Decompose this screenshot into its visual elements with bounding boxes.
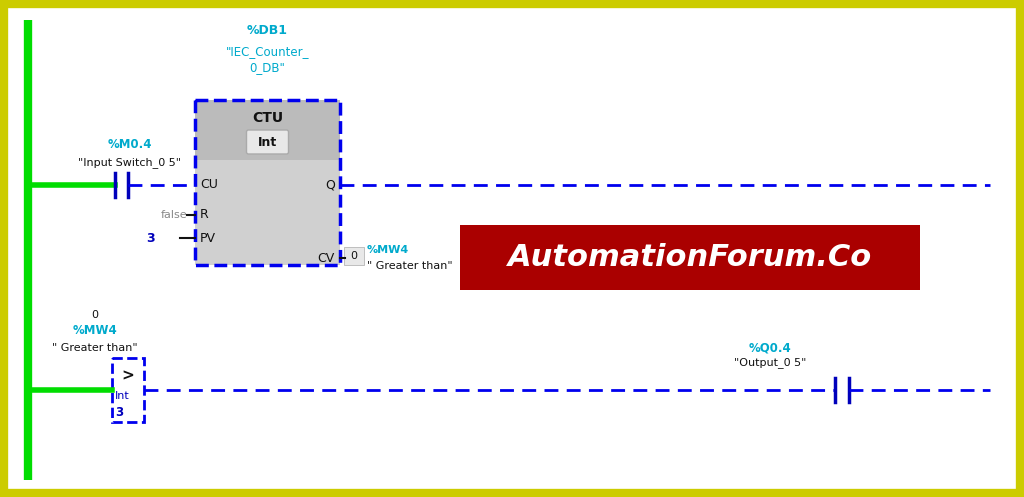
Text: CV: CV <box>317 251 335 264</box>
Text: %M0.4: %M0.4 <box>108 139 153 152</box>
Text: "Output_0 5": "Output_0 5" <box>734 357 806 368</box>
FancyBboxPatch shape <box>247 130 289 154</box>
Text: 0_DB": 0_DB" <box>250 62 286 75</box>
FancyBboxPatch shape <box>344 247 364 265</box>
Text: Int: Int <box>258 136 278 149</box>
Text: AutomationForum.Co: AutomationForum.Co <box>508 243 872 272</box>
Text: PV: PV <box>200 232 216 245</box>
Text: "IEC_Counter_: "IEC_Counter_ <box>225 46 309 59</box>
Text: "Input Switch_0 5": "Input Switch_0 5" <box>79 158 181 168</box>
Text: false: false <box>161 210 187 220</box>
Text: CTU: CTU <box>252 111 283 125</box>
Bar <box>460 225 920 290</box>
Text: Int: Int <box>115 391 130 401</box>
Text: 0: 0 <box>91 310 98 320</box>
Text: >: > <box>122 368 134 384</box>
Text: %MW4: %MW4 <box>73 324 118 336</box>
Text: %Q0.4: %Q0.4 <box>749 341 792 354</box>
Text: 0: 0 <box>350 251 357 261</box>
Text: CU: CU <box>200 178 218 191</box>
Text: 3: 3 <box>146 232 155 245</box>
Text: " Greater than": " Greater than" <box>52 343 138 353</box>
Text: 3: 3 <box>115 406 123 418</box>
Text: %MW4: %MW4 <box>367 245 410 255</box>
Text: Q: Q <box>326 178 335 191</box>
Text: R: R <box>200 209 209 222</box>
Bar <box>195 100 340 160</box>
Text: %DB1: %DB1 <box>247 23 288 36</box>
FancyBboxPatch shape <box>4 4 1020 493</box>
Text: " Greater than": " Greater than" <box>367 261 453 271</box>
Bar <box>195 100 340 265</box>
